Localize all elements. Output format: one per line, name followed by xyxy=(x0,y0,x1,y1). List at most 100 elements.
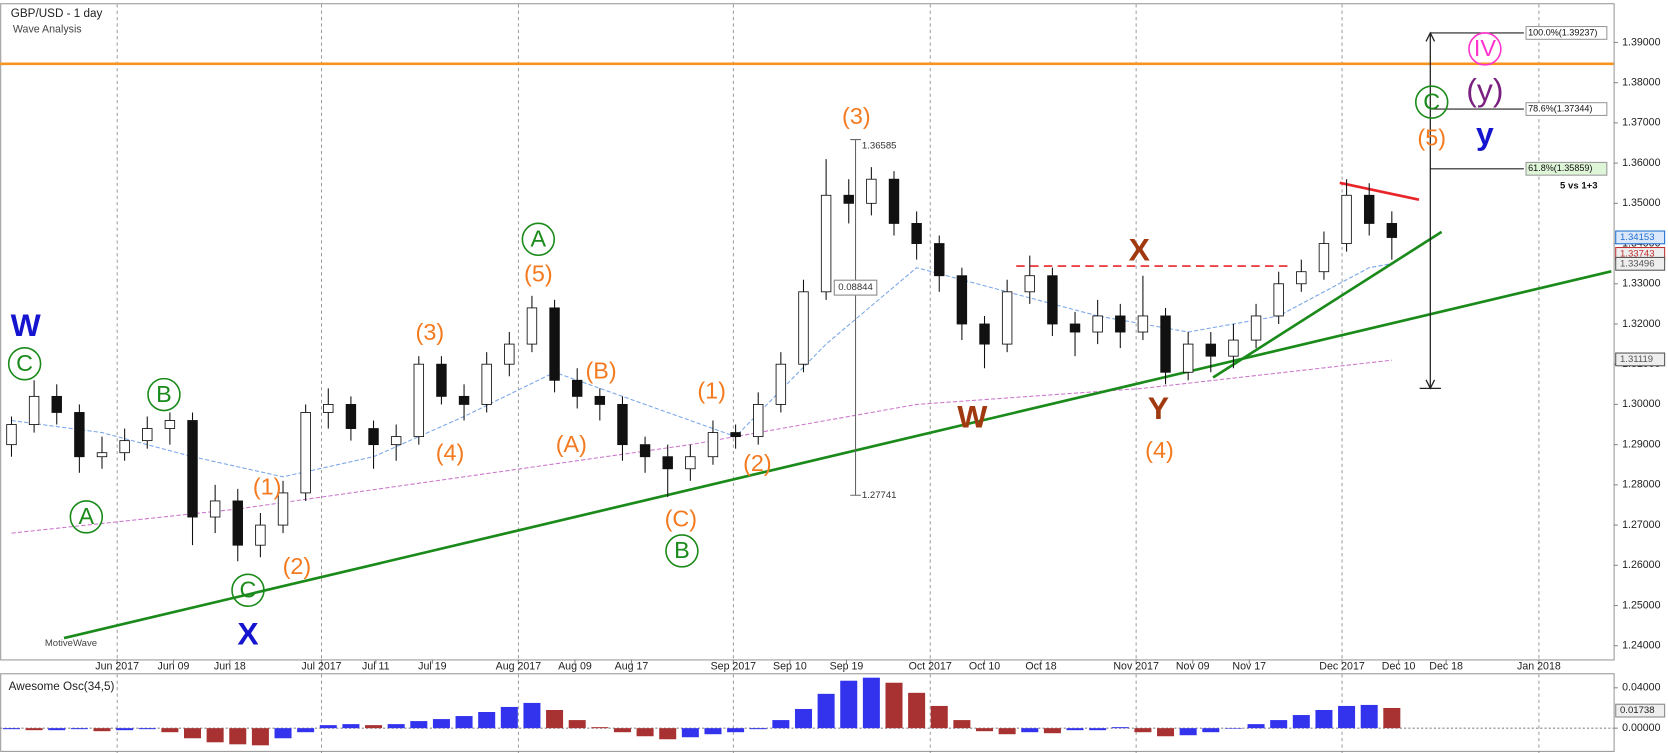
trend-line xyxy=(63,270,1612,640)
main-frame xyxy=(0,3,1615,661)
y-tick-label: 1.26000 xyxy=(1622,559,1660,571)
x-tick-label: Jan 2018 xyxy=(1517,661,1561,673)
wave-label: B xyxy=(156,381,172,407)
y-tick-label: 1.35000 xyxy=(1622,197,1660,209)
candle-body xyxy=(639,444,651,458)
x-tick-label: Oct 2017 xyxy=(909,661,952,673)
candle-body xyxy=(526,307,538,345)
osc-bar xyxy=(568,720,586,729)
candle-body xyxy=(866,178,877,204)
candle-body xyxy=(209,500,221,518)
osc-bar xyxy=(70,728,88,730)
x-tick-label: Jun 18 xyxy=(214,661,246,673)
x-tick-label: Nov 2017 xyxy=(1113,661,1159,673)
osc-bar xyxy=(93,728,111,732)
wave-circle xyxy=(147,377,181,412)
y-tick-label: 1.36000 xyxy=(1622,157,1660,169)
wave-label: (4) xyxy=(1145,437,1174,463)
x-tick-label: Nov 09 xyxy=(1176,661,1210,673)
price-tag-label: 1.34153 xyxy=(1620,232,1655,243)
osc-bar xyxy=(546,709,564,729)
price-tag-label: 1.31119 xyxy=(1620,354,1653,365)
osc-bar xyxy=(885,682,903,729)
candle-body xyxy=(1273,283,1284,317)
osc-bar xyxy=(432,719,450,729)
osc-bar xyxy=(908,692,926,729)
wave-circle xyxy=(521,222,556,257)
candle-body xyxy=(571,379,583,397)
candle-body xyxy=(1182,343,1194,373)
price-tag xyxy=(1615,230,1666,245)
osc-bar xyxy=(523,702,541,729)
osc-bar xyxy=(1021,728,1039,733)
wave-circle xyxy=(231,573,265,608)
candle-body xyxy=(685,456,696,470)
osc-bar xyxy=(1224,728,1242,729)
osc-bar xyxy=(229,728,247,745)
watermark: MotiveWave xyxy=(45,638,97,649)
candle-body xyxy=(255,524,266,546)
wave-label: (1) xyxy=(253,473,282,499)
osc-bar xyxy=(161,728,179,733)
osc-bar xyxy=(1066,728,1084,731)
osc-bar xyxy=(1111,727,1129,729)
osc-bar xyxy=(365,725,383,729)
candle-body xyxy=(481,363,492,405)
wave-circle xyxy=(7,346,42,381)
y-tick-label: 1.29000 xyxy=(1622,438,1660,450)
fib-label: 100.0%(1.39237) xyxy=(1528,27,1597,37)
wave-circle xyxy=(1414,85,1449,119)
candle-body xyxy=(820,194,832,293)
osc-bar xyxy=(659,728,677,740)
x-tick-label: Dec 18 xyxy=(1429,661,1463,673)
osc-bar xyxy=(953,720,971,729)
measure-bottom: 1.27741 xyxy=(862,490,897,501)
candle-body xyxy=(1341,194,1352,244)
wave-label: (2) xyxy=(283,553,312,579)
chart-title: GBP/USD - 1 day xyxy=(11,7,103,20)
y-tick-label: 1.37000 xyxy=(1622,117,1660,129)
candle-body xyxy=(1205,343,1217,357)
wave-label: (2) xyxy=(743,450,772,476)
x-tick-label: Sep 2017 xyxy=(711,661,757,673)
osc-bar xyxy=(1089,728,1107,731)
candle-body xyxy=(1228,339,1239,357)
candle-body xyxy=(1250,315,1262,341)
osc-bar xyxy=(2,728,20,730)
candle-body xyxy=(1024,275,1035,293)
osc-bar xyxy=(274,728,292,739)
x-tick-label: Sep 19 xyxy=(830,661,864,673)
candle-body xyxy=(1092,315,1103,333)
x-tick-label: Dec 2017 xyxy=(1319,661,1365,673)
candle-body xyxy=(368,428,379,446)
wave-label: (A) xyxy=(556,431,587,457)
candle-body xyxy=(775,363,787,405)
wave-label: (5) xyxy=(524,261,553,287)
wave-label: W xyxy=(957,398,988,434)
fib-label-box xyxy=(1525,26,1608,40)
candle-body xyxy=(1069,323,1081,333)
osc-bar xyxy=(681,728,699,738)
osc-bar xyxy=(48,728,66,731)
osc-bar xyxy=(930,705,948,729)
osc-bar xyxy=(1179,728,1197,736)
candle-body xyxy=(1047,275,1058,325)
osc-bar xyxy=(138,728,156,730)
wave-circle xyxy=(1468,32,1502,66)
wave-label: C xyxy=(16,350,33,376)
trend-line xyxy=(1212,230,1443,379)
x-tick-label: Oct 10 xyxy=(969,661,1000,673)
y-tick-label: 0.00000 xyxy=(1622,722,1660,734)
wave-label: C xyxy=(240,577,257,603)
wave-circle xyxy=(665,534,699,568)
osc-bar xyxy=(591,727,609,729)
y-tick-label: 1.24000 xyxy=(1622,640,1660,652)
x-tick-label: Aug 17 xyxy=(615,661,649,673)
candle-body xyxy=(51,395,62,413)
candle-body xyxy=(300,412,311,494)
y-tick-label: 1.27000 xyxy=(1622,519,1660,531)
osc-frame xyxy=(0,673,1615,752)
candle-body xyxy=(345,403,357,429)
osc-bar xyxy=(817,693,835,729)
